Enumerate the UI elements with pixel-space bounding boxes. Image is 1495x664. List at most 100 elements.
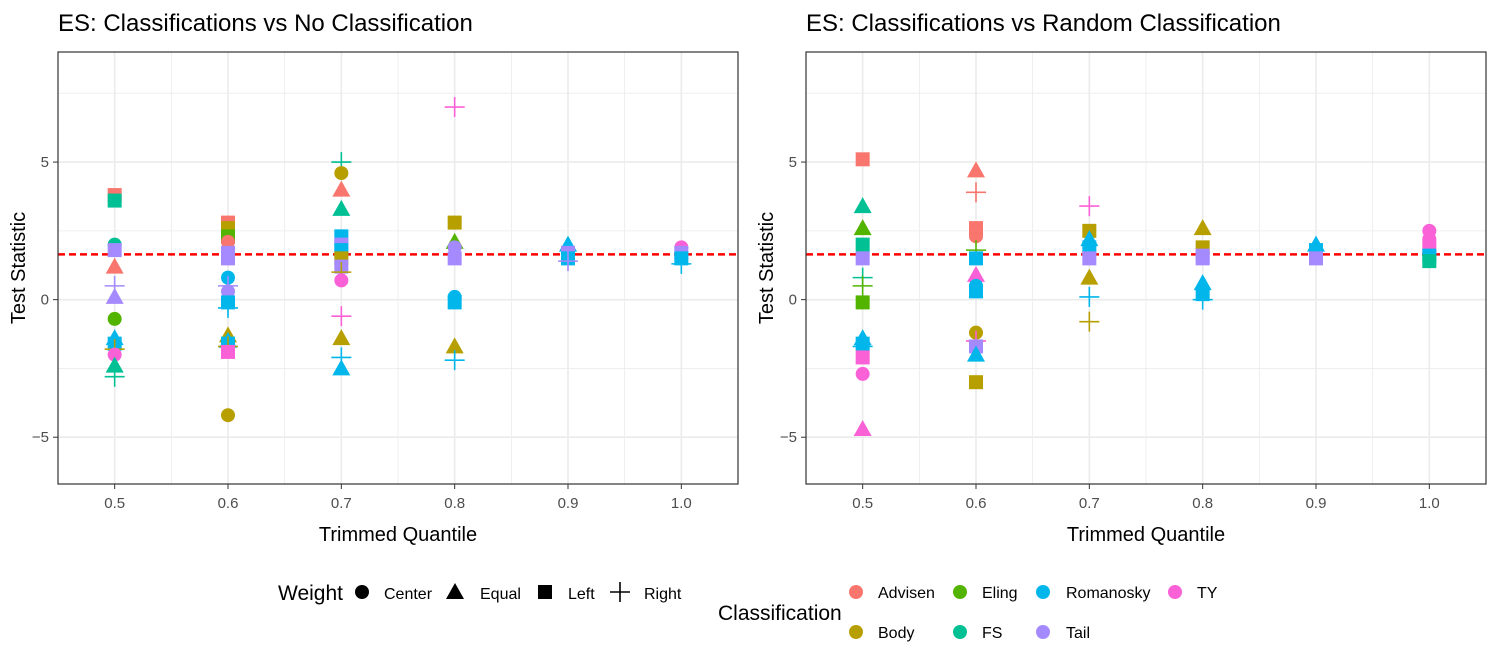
panel1-x-tick-label: 0.9 xyxy=(558,495,579,512)
legend-item-ty: TY xyxy=(1168,585,1218,602)
panel1-x-tick-label: 0.7 xyxy=(331,495,352,512)
panel1-x-tick-label: 1.0 xyxy=(671,495,692,512)
panel1-chart-title: ES: Classifications vs No Classification xyxy=(58,10,473,37)
panel2-chart-title: ES: Classifications vs Random Classifica… xyxy=(806,10,1281,37)
panel2-point-eling-square xyxy=(855,295,870,310)
legend-swatch-ty xyxy=(1168,585,1182,599)
panel1-point-tail-square xyxy=(107,243,122,258)
panel1-point-body-circle xyxy=(221,408,235,423)
panel2-y-tick-label: 5 xyxy=(789,154,797,171)
panel2-point-eling-triangle xyxy=(853,219,872,236)
panel2-point-romanosky-triangle xyxy=(1193,274,1212,291)
panel1-point-advisen-circle xyxy=(221,234,235,249)
legend-label-advisen: Advisen xyxy=(878,585,935,602)
panel1-point-body-circle xyxy=(334,166,349,181)
panel1-y-tick-label: −5 xyxy=(32,429,49,446)
panel1-point-tail-triangle xyxy=(105,287,124,304)
panel1-point-body-square xyxy=(447,215,462,230)
legend-swatch-tail xyxy=(1036,625,1050,639)
legend-triangle-key xyxy=(446,583,464,599)
legend-weight-center: Center xyxy=(355,585,433,603)
panel2-point-tail-square xyxy=(1309,251,1323,266)
panel2-point-ty-square xyxy=(855,350,870,365)
panel1-panel-border xyxy=(57,51,739,485)
panel-no-classification: 0.5 0.6 0.7 0.8 0.9 1.0 −5 0 5 ES: Classification… xyxy=(8,10,739,546)
panel2-point-eling-plus xyxy=(852,275,873,296)
legend-swatch-eling xyxy=(953,585,967,599)
panel2-point-tail-square xyxy=(855,251,870,266)
panel2-point-romanosky-plus xyxy=(1079,286,1100,307)
panel2-x-axis-label: Trimmed Quantile xyxy=(1067,524,1225,546)
panel2-point-body-triangle xyxy=(1080,268,1099,285)
panel1-point-fs-square xyxy=(107,193,122,208)
legend-swatch-body xyxy=(849,625,863,639)
legend-weight-right-label: Right xyxy=(644,586,682,603)
panel1-x-tick-label: 0.8 xyxy=(444,495,465,512)
legend-item-tail: Tail xyxy=(1036,625,1090,642)
panel1-point-romanosky-plus xyxy=(444,350,465,371)
panel2-x-tick-label: 0.8 xyxy=(1192,495,1213,512)
panel2-point-advisen-circle xyxy=(969,229,983,244)
legend-weight-equal: Equal xyxy=(446,583,521,603)
legend-swatch-advisen xyxy=(849,585,863,599)
panel1-point-romanosky-square xyxy=(447,295,462,310)
panel1-x-tick-label: 0.5 xyxy=(104,495,125,512)
legend-weight-equal-label: Equal xyxy=(480,586,521,603)
panel2-x-tick-label: 1.0 xyxy=(1419,495,1440,512)
panel2-point-tail-square xyxy=(1195,251,1210,266)
panel2-point-fs-square xyxy=(1422,254,1437,269)
legend-square-key xyxy=(538,585,552,599)
panel1-point-fs-plus xyxy=(104,366,125,387)
legend-item-romanosky: Romanosky xyxy=(1036,585,1150,602)
panel2-y-tick-label: −5 xyxy=(780,429,797,446)
panel2-point-fs-square xyxy=(855,237,870,252)
panel1-y-axis-label: Test Statistic xyxy=(8,212,30,324)
panel2-point-ty-triangle xyxy=(967,265,985,282)
panel2-point-ty-triangle xyxy=(853,419,872,436)
panel1-x-axis-label: Trimmed Quantile xyxy=(319,524,477,546)
panel2-y-tick-label: 0 xyxy=(789,292,797,309)
panel1-point-eling-circle xyxy=(107,311,122,326)
panel2-point-romanosky-square xyxy=(1082,240,1097,255)
panel1-point-fs-triangle xyxy=(332,199,351,216)
panel2-point-romanosky-plus xyxy=(1192,289,1213,310)
panel1-point-romanosky-plus xyxy=(671,253,692,274)
panel2-point-body-plus xyxy=(1079,311,1100,332)
legend-item-advisen: Advisen xyxy=(849,585,935,602)
legend-item-fs: FS xyxy=(953,625,1002,642)
legend-weight-title: Weight xyxy=(278,582,343,605)
panel2-point-ty-circle xyxy=(855,366,870,381)
panel2-point-advisen-square xyxy=(855,152,870,167)
panel1-point-ty-square xyxy=(221,344,235,359)
panel1-point-fs-triangle xyxy=(105,356,124,373)
legend-weight-left: Left xyxy=(538,585,595,603)
legend-weight-right: Right xyxy=(610,582,682,603)
legend-swatch-fs xyxy=(953,625,967,639)
panel1-point-advisen-triangle xyxy=(332,180,351,197)
panel1-point-ty-circle xyxy=(334,273,349,288)
legend-label-eling: Eling xyxy=(982,585,1018,602)
legend-circle-key xyxy=(355,585,369,599)
legend-swatch-romanosky xyxy=(1036,585,1050,599)
panel1-point-body-triangle xyxy=(332,329,351,346)
panel1-point-romanosky-plus xyxy=(218,297,238,318)
legend-label-fs: FS xyxy=(982,625,1002,642)
legend-item-eling: Eling xyxy=(953,585,1018,602)
panel1-y-tick-label: 0 xyxy=(41,292,49,309)
panel2-point-advisen-plus xyxy=(966,182,986,203)
panel1-point-body-triangle xyxy=(445,337,464,354)
panel1-point-ty-plus xyxy=(331,306,352,327)
panel2-x-tick-label: 0.9 xyxy=(1306,495,1327,512)
panel1-x-tick-label: 0.6 xyxy=(218,495,239,512)
panel1-point-tail-circle xyxy=(221,284,235,299)
legend-label-body: Body xyxy=(878,625,914,642)
legend-label-romanosky: Romanosky xyxy=(1066,585,1150,602)
panel2-point-body-square xyxy=(969,375,983,390)
panel2-point-tail-square xyxy=(1082,251,1097,266)
panel2-x-tick-label: 0.6 xyxy=(966,495,987,512)
panel2-x-tick-label: 0.7 xyxy=(1079,495,1100,512)
panel2-point-romanosky-square xyxy=(969,284,983,299)
panel2-y-axis-label: Test Statistic xyxy=(756,212,778,324)
panel2-point-fs-triangle xyxy=(853,197,872,214)
